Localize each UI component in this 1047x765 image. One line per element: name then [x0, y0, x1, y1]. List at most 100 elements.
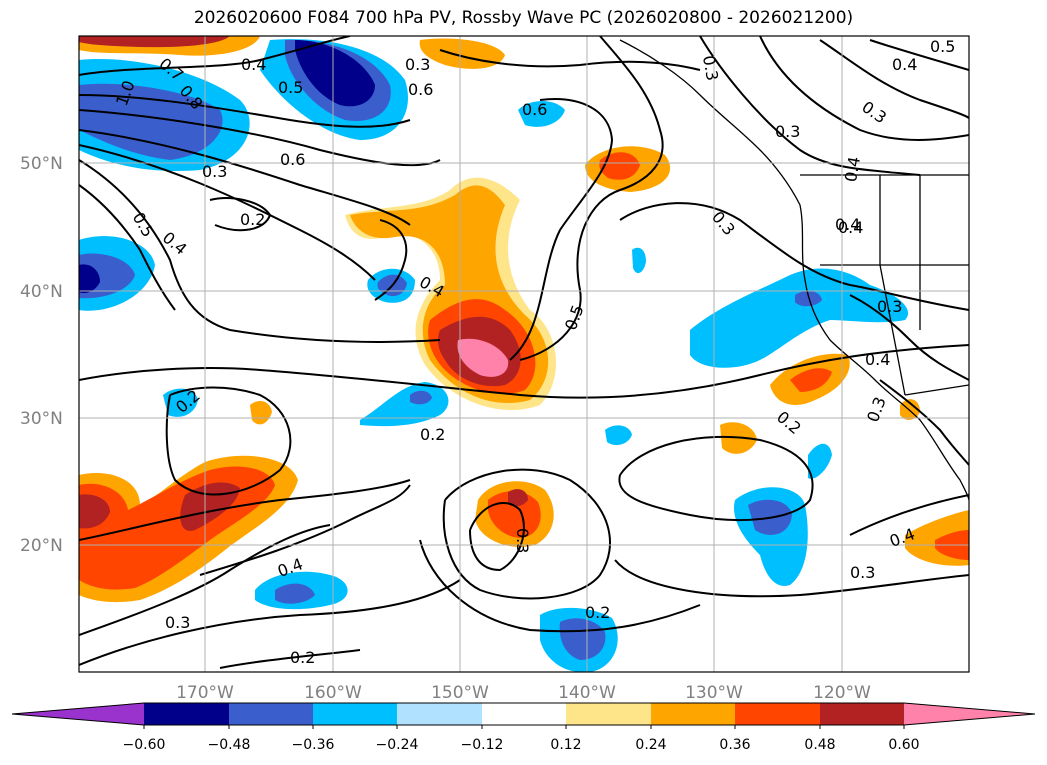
- lat-label-40n: 40°N: [20, 282, 63, 302]
- lon-label-150w: 150°W: [431, 683, 489, 703]
- contour-label-group: 0.5 0.4 0.3 0.4 0.5 0.6 0.3 0.3 0.4 1.0 …: [112, 37, 955, 667]
- contour-label: 0.6: [408, 80, 433, 99]
- pos-anomaly-central-ridge-peak: [457, 338, 509, 377]
- contour-label: 0.4: [892, 55, 917, 74]
- lat-label-20n: 20°N: [20, 536, 63, 556]
- contour-line: [199, 484, 411, 576]
- colorbar-segment: [313, 703, 397, 725]
- plot-frame: [78, 35, 970, 673]
- contour-label: 0.3: [202, 162, 227, 181]
- contour-line: [849, 494, 969, 536]
- coastline: [619, 39, 969, 501]
- contour-line: [419, 539, 701, 633]
- contour-line: [439, 49, 701, 71]
- colorbar-ticks: [143, 725, 905, 729]
- colorbar-segment: [144, 703, 229, 725]
- lon-label-140w: 140°W: [558, 683, 616, 703]
- contour-line: [614, 559, 969, 598]
- neg-anomaly-west-dark: [79, 264, 100, 294]
- contour-label: 0.5: [561, 302, 588, 332]
- neg-anomaly-east-38n: [690, 268, 909, 368]
- contour-label: 0.3: [513, 528, 532, 553]
- contour-line: [165, 386, 292, 496]
- contour-label: 0.4: [835, 215, 860, 234]
- contour-label: 0.5: [129, 209, 158, 241]
- contour-line: [699, 36, 921, 176]
- contour-label: 0.2: [585, 603, 610, 622]
- contour-label: 0.5: [278, 78, 303, 97]
- colorbar-tick-label: 0.48: [804, 737, 835, 753]
- contour-label: 0.5: [930, 37, 955, 56]
- us-mexico-border: [904, 384, 969, 396]
- contour-label: 0.4: [159, 228, 191, 259]
- neg-anomaly-55n: [518, 101, 565, 127]
- colorbar-tick-label: 0.12: [550, 737, 581, 753]
- colorbar-tick-label: −0.48: [208, 737, 251, 753]
- pos-anomaly-31n-small: [250, 400, 272, 425]
- contour-line: [79, 109, 441, 167]
- contour-line: [79, 479, 411, 541]
- contour-label: 0.6: [280, 150, 305, 169]
- lon-label-160w: 160°W: [304, 683, 362, 703]
- pos-anomaly-top-left-core: [79, 36, 230, 48]
- gridlines: [79, 36, 969, 672]
- neg-anomaly-30n: [360, 382, 449, 427]
- contour-line: [79, 129, 411, 226]
- neg-anomaly-coast-22n: [808, 443, 832, 479]
- contour-line: [79, 94, 411, 128]
- map-title: 2026020600 F084 700 hPa PV, Rossby Wave …: [193, 8, 854, 28]
- longitude-labels: 170°W 160°W 150°W 140°W 130°W 120°W: [176, 683, 871, 703]
- contour-label: 0.3: [858, 97, 890, 127]
- colorbar-tick-label: −0.12: [461, 737, 504, 753]
- neg-anomaly-31n-west: [163, 388, 198, 417]
- pos-anomaly-sw-band-dark: [79, 482, 240, 531]
- colorbar-tick-label: 0.36: [719, 737, 750, 753]
- contour-label: 0.4: [241, 55, 266, 74]
- colorbar-segment: [397, 703, 482, 725]
- contour-label: 0.3: [775, 122, 800, 141]
- contour-line: [219, 649, 361, 669]
- contour-line: [869, 39, 969, 71]
- contour-line: [79, 344, 969, 399]
- pos-anomaly-48n-core: [599, 152, 640, 180]
- contour-line: [519, 36, 664, 361]
- colorbar-segment: [482, 703, 566, 725]
- lon-label-130w: 130°W: [685, 683, 743, 703]
- contour-label: 0.4: [838, 218, 863, 237]
- colorbar-extend-high: [904, 703, 1035, 725]
- neg-anomaly-30n-core: [410, 390, 432, 405]
- state-borders: [820, 175, 969, 396]
- contour-label: 0.2: [240, 210, 265, 229]
- pos-anomaly-55n: [419, 38, 505, 69]
- lat-label-30n: 30°N: [20, 409, 63, 429]
- contour-label: 0.3: [165, 613, 190, 632]
- lat-label-50n: 50°N: [20, 154, 63, 174]
- contour-label: 0.3: [405, 55, 430, 74]
- contour-label: 0.3: [708, 207, 739, 239]
- neg-anomaly-28n-small: [605, 425, 632, 446]
- colorbar-tick-label: −0.24: [376, 737, 419, 753]
- colorbar-tick-label: 0.60: [888, 737, 919, 753]
- colorbar-tick-label: −0.60: [123, 737, 166, 753]
- contour-line: [879, 379, 969, 466]
- latitude-labels: 50°N 40°N 30°N 20°N: [20, 154, 63, 556]
- colorbar-segment: [651, 703, 735, 725]
- contour-line: [849, 294, 969, 381]
- contour-line: [618, 435, 814, 521]
- colorbar-segment: [229, 703, 313, 725]
- north-america-coast: [619, 39, 969, 501]
- contour-line: [79, 579, 461, 666]
- contour-label: 0.2: [290, 648, 315, 667]
- contour-line: [759, 36, 969, 141]
- pv-anomaly-fill: [79, 36, 969, 672]
- pos-anomaly-east-33n-core: [790, 368, 832, 392]
- colorbar-tick-label: −0.36: [292, 737, 335, 753]
- contour-line: [79, 524, 331, 636]
- contour-line: [442, 468, 611, 600]
- colorbar-segment: [735, 703, 820, 725]
- contour-label: 0.3: [863, 394, 890, 424]
- contour-label: 0.6: [522, 100, 547, 119]
- colorbar-segment: [820, 703, 904, 725]
- contour-label: 0.3: [850, 563, 875, 582]
- colorbar-tick-label: 0.24: [635, 737, 666, 753]
